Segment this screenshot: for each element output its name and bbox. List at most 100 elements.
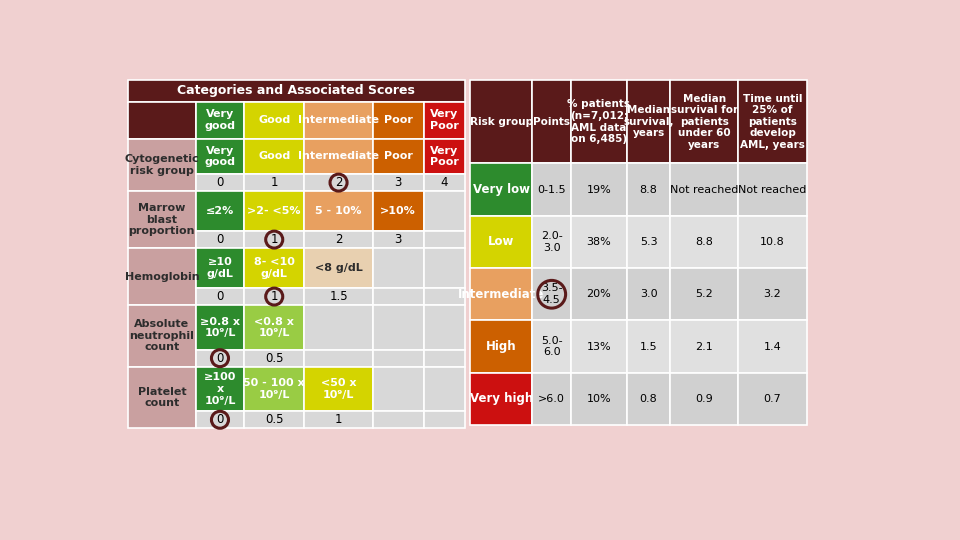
Text: 3: 3 [395,233,402,246]
Text: 10%: 10% [587,394,612,404]
Text: 3.0: 3.0 [639,289,658,299]
Text: Time until
25% of
patients
develop
AML, years: Time until 25% of patients develop AML, … [740,93,805,150]
Bar [304,174,372,191]
Text: 1: 1 [271,233,278,246]
Bar [738,215,806,268]
Text: Hemoglobin: Hemoglobin [125,272,199,281]
Bar [304,102,372,139]
Bar [423,191,465,231]
Text: 2.1: 2.1 [695,342,713,352]
Text: >10%: >10% [380,206,416,216]
Bar [196,191,244,231]
Bar [196,102,244,139]
Text: Poor: Poor [384,115,413,125]
Bar [470,80,532,164]
Text: Low: Low [488,235,515,248]
Text: <8 g/dL: <8 g/dL [315,263,363,273]
Bar [372,305,423,350]
Bar [670,268,738,320]
Bar [532,320,571,373]
Text: 1.5: 1.5 [639,342,658,352]
Text: 50 - 100 x
10⁹/L: 50 - 100 x 10⁹/L [244,378,305,400]
Bar [244,102,304,139]
Text: Very
Poor: Very Poor [430,110,459,131]
Bar [304,191,372,231]
Bar [571,80,627,164]
Bar [738,373,806,425]
Text: 1: 1 [271,290,278,303]
Text: 1: 1 [335,413,343,426]
Bar [532,373,571,425]
Bar [532,164,571,215]
Text: Very
good: Very good [204,146,235,167]
Text: 8.8: 8.8 [695,237,713,247]
Text: 5.2: 5.2 [695,289,713,299]
Text: Intermediate: Intermediate [298,115,379,125]
Text: Very
Poor: Very Poor [430,146,459,167]
Text: 13%: 13% [587,342,612,352]
Bar [627,164,670,215]
Bar [304,231,372,248]
Bar [244,174,304,191]
Bar [423,288,465,305]
Bar [532,80,571,164]
Text: Cytogenetic
risk group: Cytogenetic risk group [125,154,199,176]
Bar [196,139,244,174]
Bar [627,80,670,164]
Bar [372,191,423,231]
Bar [627,320,670,373]
Bar [372,248,423,288]
Bar [304,411,372,428]
Bar [423,139,465,174]
Bar [423,305,465,350]
Bar [196,411,244,428]
Bar [128,80,465,102]
Text: Median
survival for
patients
under 60
years: Median survival for patients under 60 ye… [671,93,738,150]
Bar [372,350,423,367]
Bar [470,215,532,268]
Text: 0.5: 0.5 [265,352,283,365]
Bar [532,215,571,268]
Text: Good: Good [258,115,290,125]
Bar [304,367,372,411]
Bar [423,231,465,248]
Bar [627,215,670,268]
Text: 0.5: 0.5 [265,413,283,426]
Bar [128,139,196,191]
Bar [372,288,423,305]
Bar [372,102,423,139]
Text: ≥0.8 x
10⁹/L: ≥0.8 x 10⁹/L [200,316,240,338]
Text: 38%: 38% [587,237,612,247]
Text: Marrow
blast
proportion: Marrow blast proportion [129,203,195,236]
Text: 3.2: 3.2 [763,289,781,299]
Bar [372,411,423,428]
Bar [244,139,304,174]
Text: 0: 0 [216,290,224,303]
Bar [304,248,372,288]
Bar [372,174,423,191]
Text: Absolute
neutrophil
count: Absolute neutrophil count [130,319,194,353]
Bar [738,80,806,164]
Bar [470,268,532,320]
Bar [196,305,244,350]
Bar [423,102,465,139]
Bar [571,373,627,425]
Bar [244,191,304,231]
Text: Risk group: Risk group [469,117,533,127]
Bar [571,268,627,320]
Text: ≥10
g/dL: ≥10 g/dL [206,257,233,279]
Text: 4: 4 [441,176,448,189]
Bar [670,215,738,268]
Text: 19%: 19% [587,185,612,194]
Bar [304,288,372,305]
Text: 5.0-
6.0: 5.0- 6.0 [540,336,563,357]
Bar [304,350,372,367]
Text: 0.9: 0.9 [695,394,713,404]
Bar [571,320,627,373]
Bar [670,80,738,164]
Bar [244,248,304,288]
Bar [196,248,244,288]
Text: ≥100
x
10⁹/L: ≥100 x 10⁹/L [204,373,236,406]
Bar [304,305,372,350]
Text: 0: 0 [216,413,224,426]
